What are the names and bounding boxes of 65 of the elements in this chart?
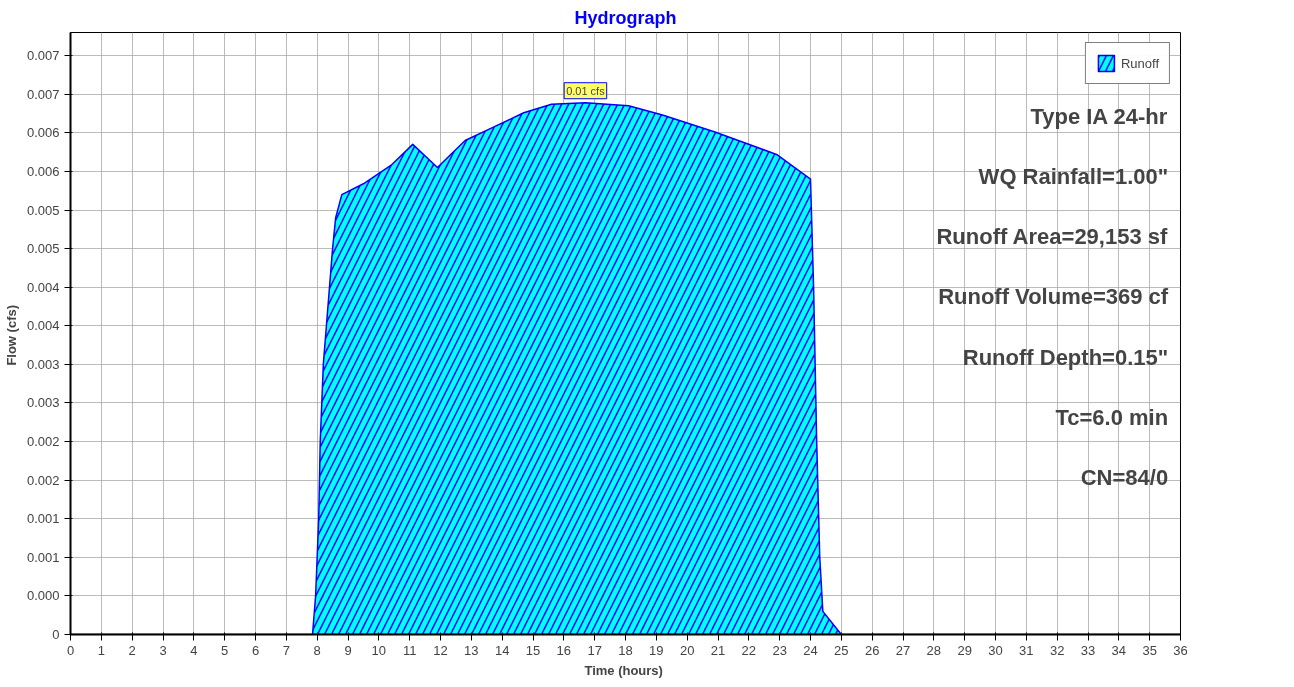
y-tick-label: 0.004 bbox=[26, 318, 60, 334]
x-tick-label: 34 bbox=[1111, 642, 1127, 658]
annotation: Runoff Volume=369 cf bbox=[938, 284, 1169, 310]
y-tick-label: 0.006 bbox=[26, 163, 60, 179]
x-tick-label: 5 bbox=[221, 642, 229, 658]
y-tick-label: 0.005 bbox=[26, 202, 60, 218]
x-tick-label: 33 bbox=[1080, 642, 1096, 658]
x-tick-label: 32 bbox=[1049, 642, 1065, 658]
y-tick-label: 0.003 bbox=[26, 356, 60, 372]
x-tick-label: 14 bbox=[494, 642, 510, 658]
x-tick-label: 0 bbox=[66, 642, 75, 658]
x-tick-label: 4 bbox=[190, 642, 198, 658]
chart-title: Hydrograph bbox=[574, 7, 677, 28]
x-tick-label: 22 bbox=[741, 642, 757, 658]
x-tick-label: 19 bbox=[649, 642, 664, 658]
x-tick-label: 10 bbox=[371, 642, 387, 658]
x-tick-label: 29 bbox=[957, 642, 972, 658]
y-tick-label: 0.002 bbox=[26, 434, 60, 450]
y-tick-label: 0.006 bbox=[26, 125, 60, 141]
x-tick-label: 11 bbox=[402, 642, 417, 658]
x-tick-label: 6 bbox=[251, 642, 260, 658]
x-tick-label: 36 bbox=[1173, 642, 1188, 658]
annotation: Runoff Depth=0.15" bbox=[962, 344, 1169, 370]
y-tick-label: 0.007 bbox=[26, 48, 60, 64]
x-tick-label: 7 bbox=[282, 642, 290, 658]
x-tick-label: 31 bbox=[1019, 642, 1034, 658]
x-tick-label: 21 bbox=[710, 642, 726, 658]
legend-label: Runoff bbox=[1120, 55, 1159, 71]
annotation: CN=84/0 bbox=[1080, 465, 1169, 491]
x-tick-label: 28 bbox=[926, 642, 942, 658]
y-tick-label: 0.001 bbox=[26, 511, 60, 527]
y-tick-label: 0.002 bbox=[26, 472, 60, 488]
annotation: WQ Rainfall=1.00" bbox=[978, 164, 1169, 190]
y-axis-title: Flow (cfs) bbox=[3, 304, 19, 366]
x-tick-label: 1 bbox=[97, 642, 105, 658]
x-tick-label: 17 bbox=[587, 642, 602, 658]
y-tick-label: 0.000 bbox=[26, 588, 60, 604]
y-tick-label: 0 bbox=[52, 627, 60, 642]
x-axis-title: Time (hours) bbox=[584, 662, 663, 678]
x-tick-label: 3 bbox=[159, 642, 167, 658]
y-tick-label: 0.003 bbox=[26, 395, 60, 411]
x-tick-label: 26 bbox=[864, 642, 880, 658]
x-tick-label: 27 bbox=[895, 642, 911, 658]
y-tick-label: 0.007 bbox=[26, 86, 60, 102]
x-tick-label: 23 bbox=[772, 642, 787, 658]
x-tick-label: 35 bbox=[1142, 642, 1157, 658]
annotation: Type IA 24-hr bbox=[1030, 103, 1168, 129]
x-tick-label: 24 bbox=[803, 642, 818, 658]
x-tick-label: 8 bbox=[313, 642, 321, 658]
annotation: Runoff Area=29,153 sf bbox=[936, 224, 1169, 250]
x-tick-label: 25 bbox=[834, 642, 849, 658]
x-tick-label: 9 bbox=[344, 642, 352, 658]
y-tick-label: 0.005 bbox=[26, 241, 60, 257]
annotation: Tc=6.0 min bbox=[1055, 404, 1169, 430]
y-tick-label: 0.004 bbox=[26, 279, 60, 295]
x-tick-label: 12 bbox=[433, 642, 448, 658]
y-tick-label: 0.001 bbox=[26, 549, 60, 565]
x-tick-label: 18 bbox=[618, 642, 633, 658]
x-tick-label: 15 bbox=[525, 642, 541, 658]
x-tick-label: 13 bbox=[464, 642, 479, 658]
x-tick-label: 16 bbox=[556, 642, 572, 658]
x-tick-label: 30 bbox=[988, 642, 1003, 658]
annotation: 0.01 cfs bbox=[566, 84, 606, 97]
x-tick-label: 2 bbox=[128, 642, 136, 658]
x-tick-label: 20 bbox=[679, 642, 695, 658]
